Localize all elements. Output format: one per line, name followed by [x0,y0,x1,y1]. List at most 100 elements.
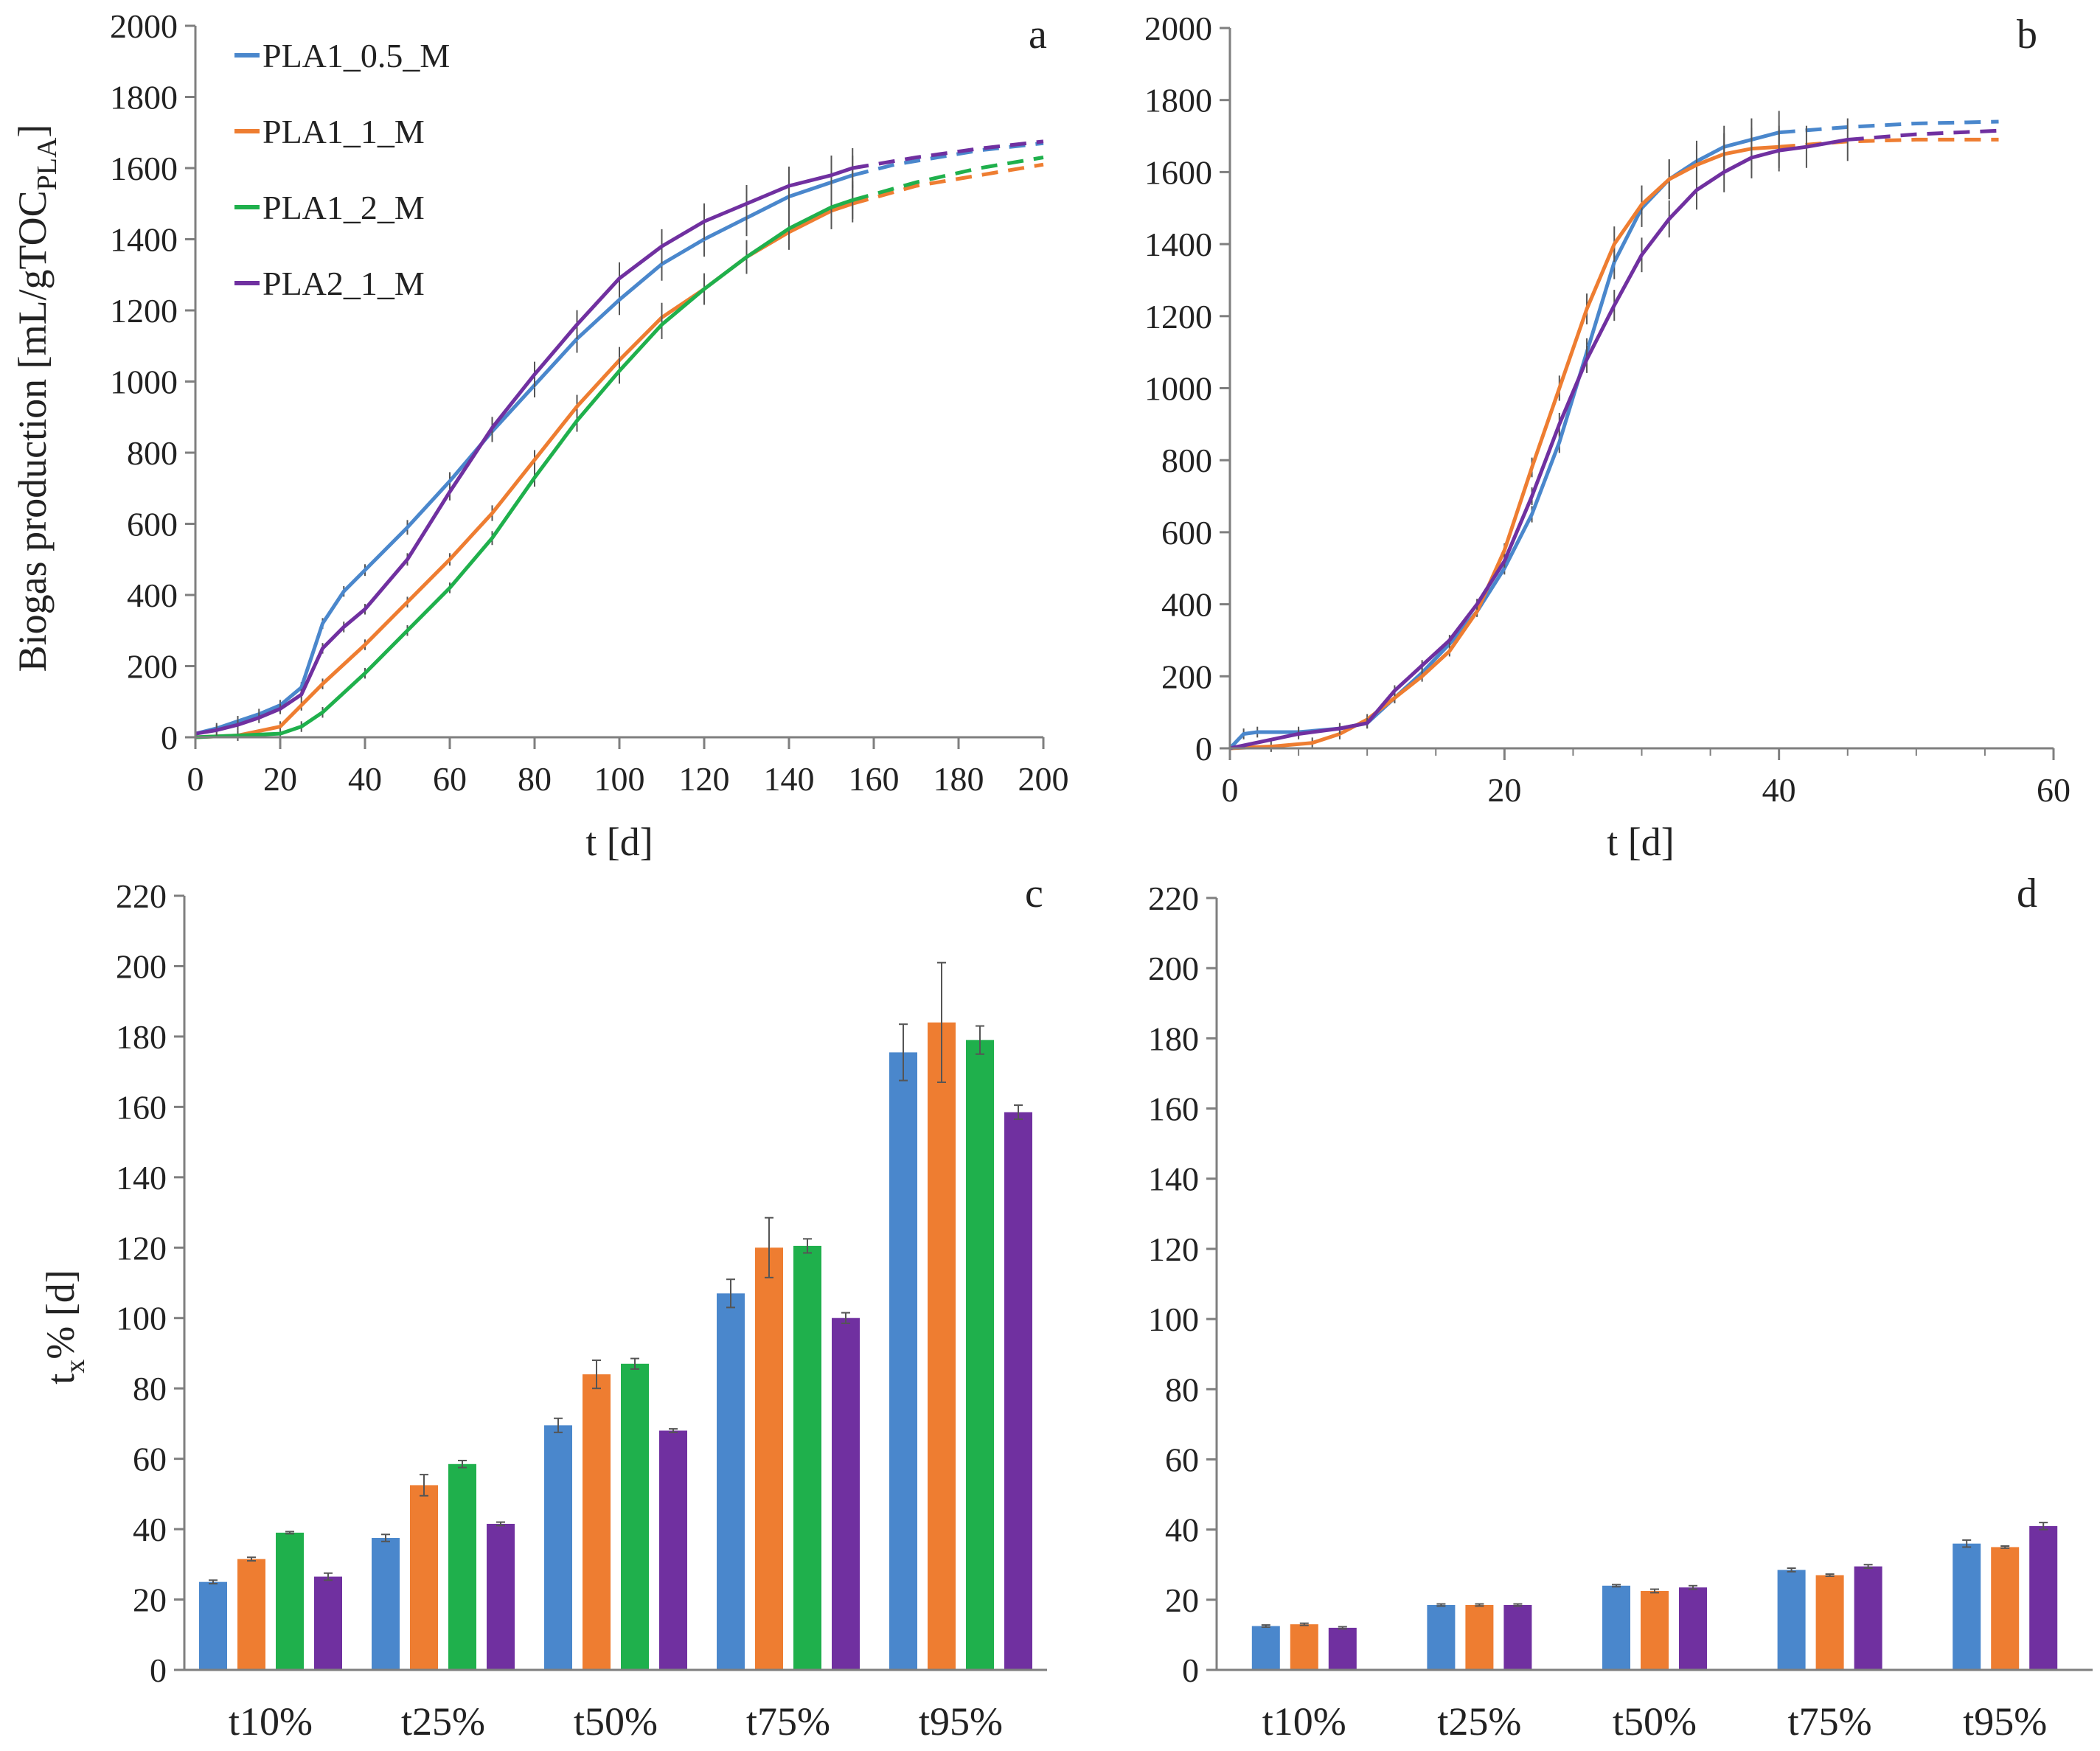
y-tick-label: 1600 [110,150,178,187]
bar-pla1-0-5-m-t25 [372,1538,400,1670]
bar-pla1-0-5-m-t95 [889,1052,917,1670]
y-tick-label: 200 [116,947,167,985]
y-tick-label: 0 [150,1651,167,1689]
x-tick-label: 0 [1222,771,1239,809]
category-label-t25: t25% [1437,1699,1521,1744]
y-tick-label: 1800 [110,79,178,116]
bar-pla1-1-m-t95 [1991,1547,2020,1670]
bar-pla1-1-m-t25 [1465,1604,1494,1670]
x-tick-label: 140 [764,760,815,798]
legend-label-pla1-2-m: PLA1_2_M [262,189,425,226]
series-line-pla1-1-m [1229,145,1779,751]
y-tick-label: 1600 [1144,153,1212,191]
x-tick-label: 40 [348,760,382,798]
bar-pla1-1-m-t50 [583,1374,611,1670]
ylabel-c: tx% [d] [38,1270,91,1384]
x-tick-label: 40 [1762,771,1796,809]
y-tick-label: 800 [1161,442,1212,479]
y-tick-label: 1000 [110,363,178,401]
bar-pla1-2-m-t25 [448,1463,476,1670]
fit-line-pla1-1-m [852,162,1044,206]
y-tick-label: 80 [1165,1371,1199,1408]
bar-pla1-0-5-m-t50 [1602,1585,1630,1670]
y-tick-label: 600 [127,506,178,543]
y-tick-label: 1400 [110,221,178,259]
y-tick-label: 100 [1148,1301,1199,1338]
xlabel-b: t [d] [1607,820,1674,864]
y-tick-label: 140 [1148,1160,1199,1198]
bar-pla2-1-m-t50 [1679,1587,1707,1670]
y-tick-label: 220 [1148,880,1199,917]
ylabel-c-sub: x [60,1360,91,1374]
y-tick-label: 400 [1161,586,1212,624]
panel-c: 0 20 40 60 80 100 120 140 160 180 200 220 t10% t25% t5… [38,871,1047,1744]
xlabel-a: t [d] [585,820,653,864]
bar-pla1-1-m-t25 [410,1485,438,1670]
bar-pla2-1-m-t75 [832,1317,860,1670]
panel-letter-b: b [2017,12,2037,58]
category-label-t50: t50% [574,1699,658,1744]
bar-pla1-1-m-t50 [1641,1590,1669,1670]
y-tick-label: 220 [116,877,167,915]
series-line-pla2-1-m [1229,137,1849,751]
panel-a: 0 200 400 600 800 1000 1200 1400 1600 1800 2000 0 20… [10,7,1069,864]
x-tick-label: 80 [518,760,552,798]
y-tick-label: 1200 [1144,298,1212,335]
y-tick-label: 200 [1148,950,1199,987]
category-label-t95: t95% [1963,1699,2047,1744]
y-tick-label: 0 [1195,730,1212,767]
series-line-pla1-0-5-m [195,173,854,736]
bar-pla1-0-5-m-t75 [1777,1570,1806,1670]
y-tick-label: 2000 [1144,10,1212,47]
y-tick-label: 0 [161,719,178,756]
y-tick-label: 140 [116,1159,167,1197]
x-tick-label: 200 [1018,760,1069,798]
bar-pla2-1-m-t10 [314,1576,342,1670]
panel-b: 0 200 400 600 800 1000 1200 1400 1600 1800 2000 0 20… [1144,10,2071,864]
fit-line-pla1-2-m [852,156,1044,202]
ylabel-a-sub: PLA [32,137,63,190]
y-tick-label: 180 [116,1018,167,1056]
bar-pla1-0-5-m-t50 [544,1425,572,1670]
y-tick-label: 20 [133,1581,167,1619]
x-tick-label: 20 [1487,771,1521,809]
y-tick-label: 1800 [1144,82,1212,119]
bar-pla1-0-5-m-t75 [717,1293,745,1670]
bar-pla2-1-m-t10 [1328,1627,1357,1670]
legend: PLA1_0.5_M PLA1_1_M PLA1_2_M PLA2_1_M [234,37,450,302]
ylabel-a-main: Biogas production [mL/gTOC [10,190,55,672]
legend-label-pla1-0-5-m: PLA1_0.5_M [262,37,450,74]
ylabel-a: Biogas production [mL/gTOCPLA] [10,125,63,672]
y-tick-label: 100 [116,1300,167,1337]
x-tick-label: 180 [933,760,984,798]
y-tick-label: 0 [1182,1651,1199,1689]
y-tick-label: 200 [127,648,178,686]
fit-line-pla1-0-5-m [1779,119,1999,135]
ylabel-c-main: t [38,1374,83,1385]
category-label-t50: t50% [1613,1699,1697,1744]
bar-pla1-0-5-m-t10 [1251,1626,1280,1670]
x-tick-label: 60 [433,760,467,798]
category-label-t95: t95% [919,1699,1003,1744]
bar-pla1-1-m-t95 [928,1022,956,1670]
x-tick-label: 0 [187,760,204,798]
panel-d: 0 20 40 60 80 100 120 140 160 180 200 220 t10% t25% t5… [1148,871,2093,1744]
y-tick-label: 200 [1161,658,1212,695]
ylabel-c-end: % [d] [38,1270,83,1359]
y-tick-label: 120 [116,1229,167,1267]
y-tick-label: 160 [1148,1090,1199,1128]
x-tick-label: 60 [2037,771,2071,809]
y-tick-label: 40 [133,1511,167,1548]
category-label-t25: t25% [401,1699,485,1744]
bar-pla1-2-m-t95 [966,1040,994,1670]
legend-label-pla1-1-m: PLA1_1_M [262,113,425,150]
x-tick-label: 160 [849,760,900,798]
bar-pla2-1-m-t75 [1854,1566,1882,1670]
bar-pla1-0-5-m-t25 [1427,1604,1456,1670]
y-tick-label: 180 [1148,1020,1199,1057]
fit-line-pla2-1-m [1847,128,1999,142]
fit-line-pla1-0-5-m [852,141,1044,178]
bar-pla1-1-m-t10 [237,1559,265,1670]
y-tick-label: 60 [133,1441,167,1478]
